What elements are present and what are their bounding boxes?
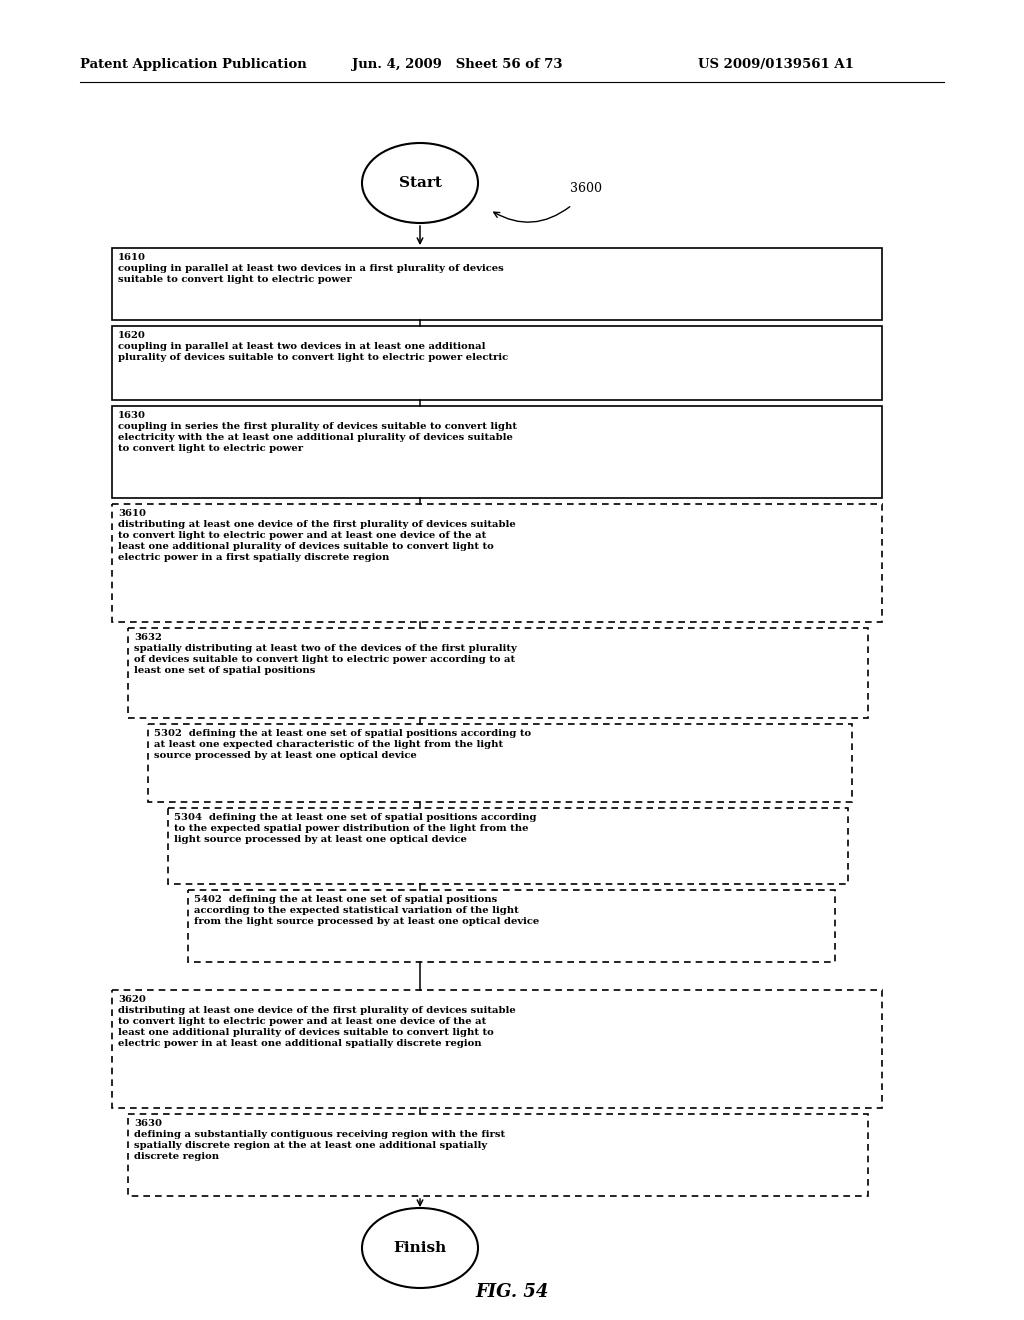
Text: 1610
coupling in parallel at least two devices in a first plurality of devices
s: 1610 coupling in parallel at least two d… (118, 253, 504, 284)
Bar (148, 723, 852, 803)
Text: Finish: Finish (393, 1241, 446, 1255)
Bar (128, 1114, 868, 1196)
Bar (112, 504, 882, 622)
Text: 3610
distributing at least one device of the first plurality of devices suitable: 3610 distributing at least one device of… (118, 510, 516, 562)
Bar (188, 890, 835, 962)
Text: 3620
distributing at least one device of the first plurality of devices suitable: 3620 distributing at least one device of… (118, 995, 516, 1048)
Text: 1630
coupling in series the first plurality of devices suitable to convert light: 1630 coupling in series the first plural… (118, 411, 517, 453)
Text: 5302  defining the at least one set of spatial positions according to
at least o: 5302 defining the at least one set of sp… (154, 729, 531, 760)
Bar (112, 248, 882, 319)
Text: 3600: 3600 (570, 181, 602, 194)
Bar (112, 326, 882, 400)
Bar (112, 990, 882, 1107)
Ellipse shape (362, 1208, 478, 1288)
Text: 5304  defining the at least one set of spatial positions according
to the expect: 5304 defining the at least one set of sp… (174, 813, 537, 845)
Bar (128, 628, 868, 718)
Text: Jun. 4, 2009   Sheet 56 of 73: Jun. 4, 2009 Sheet 56 of 73 (352, 58, 562, 71)
Bar (168, 808, 848, 884)
Text: 1620
coupling in parallel at least two devices in at least one additional
plural: 1620 coupling in parallel at least two d… (118, 331, 508, 362)
Text: Patent Application Publication: Patent Application Publication (80, 58, 307, 71)
Text: 3632
spatially distributing at least two of the devices of the first plurality
o: 3632 spatially distributing at least two… (134, 634, 517, 676)
Bar (112, 407, 882, 498)
Text: Start: Start (398, 176, 441, 190)
Text: US 2009/0139561 A1: US 2009/0139561 A1 (698, 58, 854, 71)
Ellipse shape (362, 143, 478, 223)
Text: 5402  defining the at least one set of spatial positions
according to the expect: 5402 defining the at least one set of sp… (194, 895, 540, 927)
Text: FIG. 54: FIG. 54 (475, 1283, 549, 1302)
Text: 3630
defining a substantially contiguous receiving region with the first
spatial: 3630 defining a substantially contiguous… (134, 1119, 505, 1162)
